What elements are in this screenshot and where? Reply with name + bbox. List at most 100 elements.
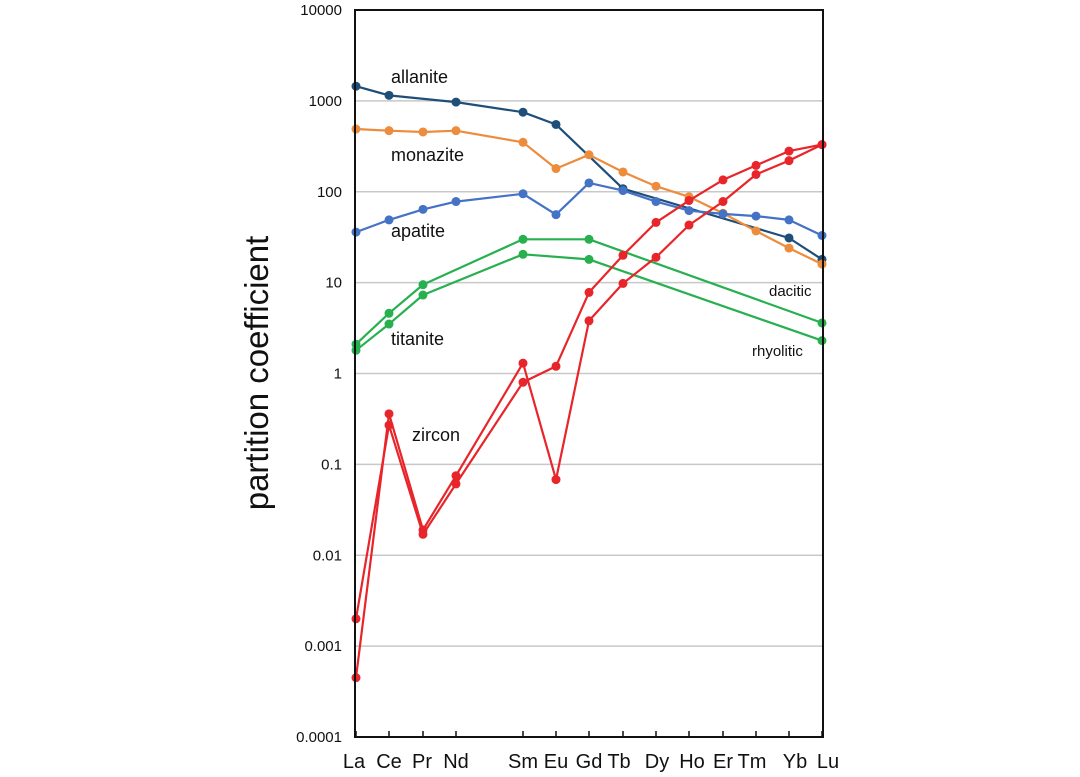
data-point xyxy=(618,186,628,196)
annotation-allanite: allanite xyxy=(391,67,448,87)
x-tick-label: Nd xyxy=(443,751,469,773)
x-tick-label: Sm xyxy=(508,751,538,773)
x-axis-ticks: La Ce Pr Nd Sm Eu Gd Tb Dy Ho Er Tm Yb Lu xyxy=(343,731,839,773)
x-tick-label: Dy xyxy=(645,751,669,773)
annotation-titanite: titanite xyxy=(391,329,444,349)
x-tick-label: Tm xyxy=(738,751,767,773)
data-point xyxy=(551,164,561,174)
data-point xyxy=(451,197,461,207)
data-point xyxy=(651,181,661,191)
data-point xyxy=(384,409,394,419)
series-titanite_rhyolitic xyxy=(351,249,827,355)
data-point xyxy=(784,146,794,156)
data-point xyxy=(518,137,528,147)
y-tick-label: 0.01 xyxy=(313,547,342,564)
data-point xyxy=(618,250,628,260)
annotation-dacitic: dacitic xyxy=(769,283,812,300)
series-line-zircon_a xyxy=(354,143,823,678)
data-point xyxy=(384,215,394,225)
data-point xyxy=(751,211,761,221)
data-point xyxy=(551,119,561,129)
data-point xyxy=(751,169,761,179)
data-point xyxy=(551,361,561,371)
data-point xyxy=(584,287,594,297)
x-tick-label: Yb xyxy=(783,751,807,773)
data-point xyxy=(718,209,728,219)
data-point xyxy=(584,178,594,188)
data-point xyxy=(518,234,528,244)
data-point xyxy=(584,316,594,326)
y-axis-label: partition coefficient xyxy=(238,236,275,511)
x-tick-label: Eu xyxy=(544,751,568,773)
y-tick-label: 10000 xyxy=(300,2,342,19)
y-axis-ticks: 0.0001 0.001 0.01 0.1 1 10 100 1000 10000 xyxy=(296,2,342,746)
data-point xyxy=(551,210,561,220)
data-point xyxy=(451,479,461,489)
data-point xyxy=(518,189,528,199)
data-point xyxy=(618,278,628,288)
data-point xyxy=(684,196,694,206)
series-line-allanite xyxy=(355,85,823,261)
data-point xyxy=(384,90,394,100)
data-point xyxy=(651,197,661,207)
data-point xyxy=(418,204,428,214)
y-tick-label: 0.001 xyxy=(304,638,342,655)
x-tick-label: Tb xyxy=(607,751,630,773)
series-layer xyxy=(351,81,827,683)
series-line-monazite xyxy=(355,127,823,266)
y-tick-label: 0.1 xyxy=(321,456,342,473)
annotation-layer: allanite monazite apatite titanite zircon dac… xyxy=(391,67,812,445)
data-point xyxy=(584,150,594,160)
annotation-zircon: zircon xyxy=(412,425,460,445)
data-point xyxy=(651,217,661,227)
data-point xyxy=(518,358,528,368)
series-zircon_b xyxy=(351,140,827,624)
series-zircon_a xyxy=(351,140,827,683)
x-tick-label: Ce xyxy=(376,751,402,773)
data-point xyxy=(684,220,694,230)
data-point xyxy=(584,234,594,244)
data-point xyxy=(451,97,461,107)
data-point xyxy=(384,319,394,329)
data-point xyxy=(418,290,428,300)
data-point xyxy=(584,254,594,264)
x-tick-label: Pr xyxy=(412,751,432,773)
annotation-monazite: monazite xyxy=(391,145,464,165)
data-point xyxy=(384,420,394,430)
data-point xyxy=(684,206,694,216)
data-point xyxy=(751,160,761,170)
data-point xyxy=(751,226,761,236)
data-point xyxy=(518,249,528,259)
y-tick-label: 1 xyxy=(334,366,342,383)
annotation-apatite: apatite xyxy=(391,221,445,241)
y-tick-label: 100 xyxy=(317,184,342,201)
data-point xyxy=(451,126,461,136)
data-point xyxy=(384,308,394,318)
data-point xyxy=(518,377,528,387)
data-point xyxy=(718,197,728,207)
y-tick-label: 0.0001 xyxy=(296,729,342,746)
series-line-titanite_rhyolitic xyxy=(355,253,823,352)
data-point xyxy=(418,280,428,290)
x-tick-label: Gd xyxy=(576,751,603,773)
series-line-zircon_b xyxy=(354,143,823,619)
data-point xyxy=(551,475,561,485)
data-point xyxy=(418,529,428,539)
series-line-apatite xyxy=(355,181,823,237)
data-point xyxy=(418,127,428,137)
data-point xyxy=(784,243,794,253)
data-point xyxy=(718,175,728,185)
data-point xyxy=(784,215,794,225)
data-point xyxy=(618,167,628,177)
x-tick-label: Er xyxy=(713,751,733,773)
data-point xyxy=(784,233,794,243)
series-line-titanite_dacitic xyxy=(355,238,823,346)
x-tick-label: La xyxy=(343,751,366,773)
annotation-rhyolitic: rhyolitic xyxy=(752,343,803,360)
data-point xyxy=(518,107,528,117)
x-tick-label: Lu xyxy=(817,751,839,773)
data-point xyxy=(384,126,394,136)
data-point xyxy=(784,156,794,166)
data-point xyxy=(451,471,461,481)
